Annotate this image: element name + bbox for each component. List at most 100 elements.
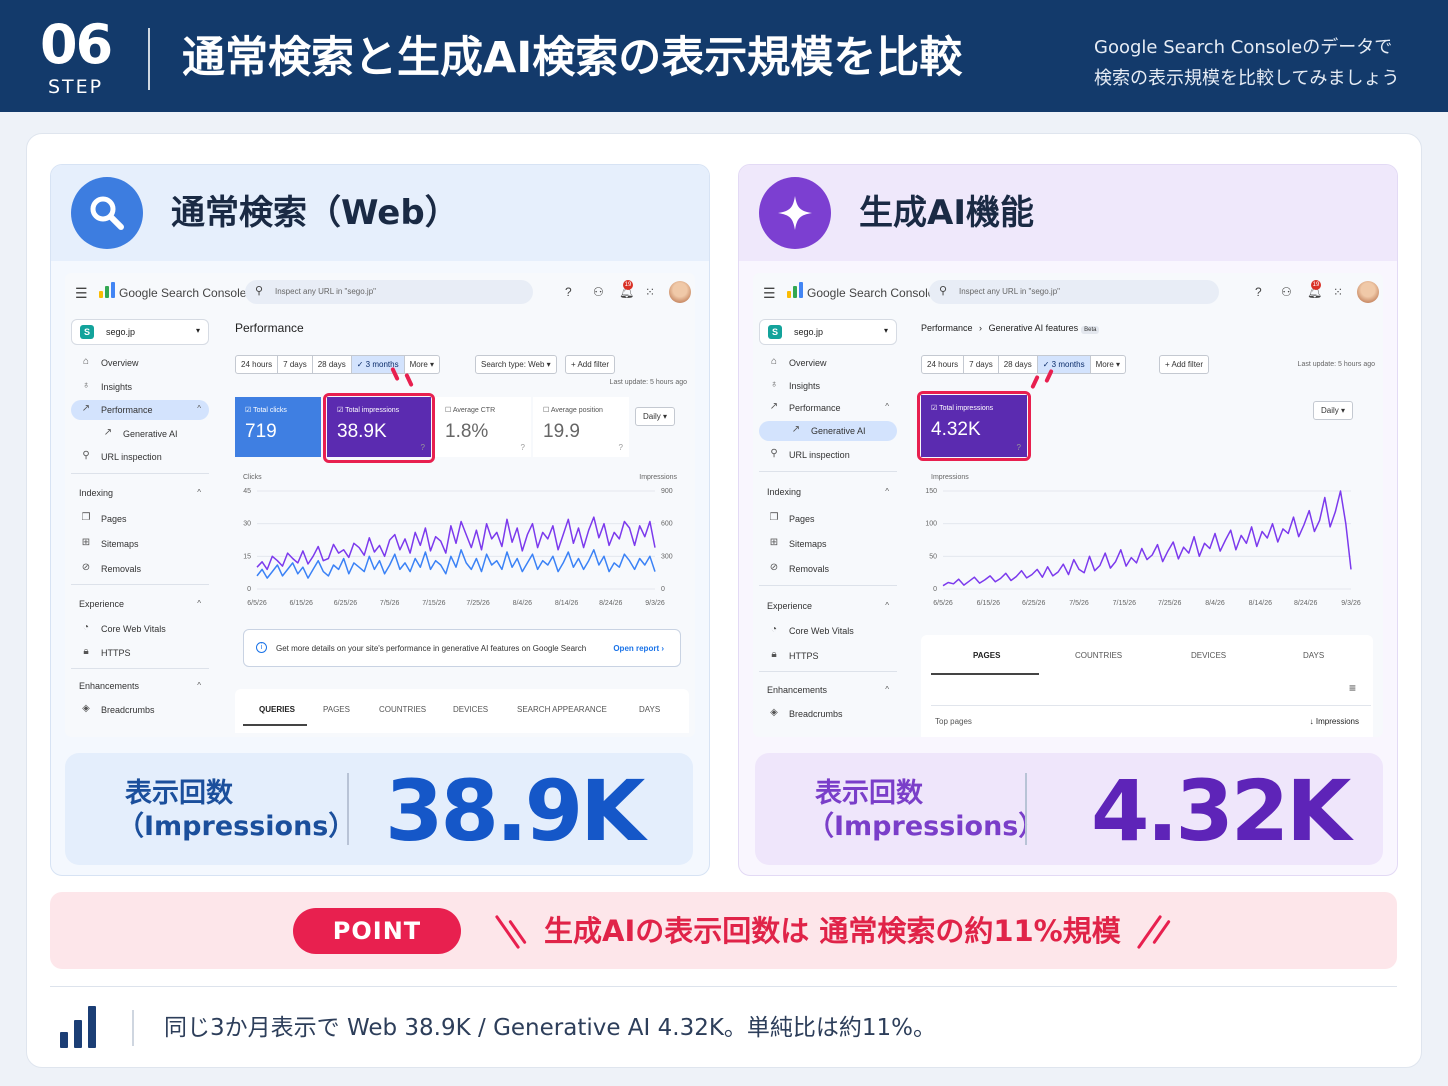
tab-pages[interactable]: PAGES [323, 705, 350, 714]
tab-queries[interactable]: QUERIES [259, 705, 296, 714]
section-experience[interactable]: Experience ^ [759, 601, 897, 611]
sidebar-item-removals[interactable]: ⊘ Removals [71, 559, 209, 579]
x-tick-label: 9/3/26 [645, 600, 665, 607]
sidebar-item-generative-ai[interactable]: ↗ Generative AI [71, 424, 209, 444]
daily-dropdown[interactable]: Daily ▾ [1313, 401, 1354, 420]
search-icon: ⚲ [939, 285, 948, 297]
section-label: Indexing [79, 488, 114, 498]
nav-label: URL inspection [789, 450, 850, 460]
chip-7-days[interactable]: 7 days [964, 355, 999, 374]
breadcrumb-root[interactable]: Performance [921, 323, 973, 333]
sidebar-item-performance[interactable]: ↗ Performance ^ [759, 398, 897, 418]
divider [71, 473, 209, 474]
tab-devices[interactable]: DEVICES [1191, 651, 1227, 660]
section-label: Enhancements [79, 681, 140, 691]
divider [71, 668, 209, 669]
subtitle-line-1: Google Search Consoleのデータで [1094, 37, 1393, 58]
step-number: 06 [40, 13, 113, 76]
tab-countries[interactable]: COUNTRIES [1075, 651, 1123, 660]
metric-label-line-2: （Impressions） [117, 811, 356, 842]
avatar[interactable] [669, 281, 691, 303]
url-inspect-search[interactable]: ⚲ Inspect any URL in "sego.jp" [929, 280, 1219, 304]
sidebar-item-performance[interactable]: ↗ Performance ^ [71, 400, 209, 420]
chip-more[interactable]: More ▾ [1090, 355, 1127, 374]
card-total-impressions[interactable]: ☑ Total impressions 38.9K? [327, 397, 431, 457]
tab-days[interactable]: DAYS [1303, 651, 1325, 660]
chip-24-hours[interactable]: 24 hours [921, 355, 965, 374]
section-indexing[interactable]: Indexing ^ [759, 487, 897, 497]
search-type-filter[interactable]: Search type: Web ▾ [475, 355, 557, 374]
section-enhancements[interactable]: Enhancements ^ [71, 681, 209, 691]
card-total-impressions[interactable]: ☑ Total impressions 4.32K? [921, 395, 1027, 457]
sidebar-item-core-web-vitals[interactable]: ◔ Core Web Vitals [759, 621, 897, 641]
sidebar-item-breadcrumbs[interactable]: ◈ Breadcrumbs [759, 704, 897, 724]
avatar[interactable] [1357, 281, 1379, 303]
sidebar-item-overview[interactable]: ⌂ Overview [71, 353, 209, 373]
sidebar-item-pages[interactable]: ❐ Pages [759, 509, 897, 529]
ai-panel-title: 生成AI機能 [859, 193, 1034, 233]
y-tick-label: 0 [247, 586, 251, 593]
section-indexing[interactable]: Indexing ^ [71, 488, 209, 498]
sidebar-item-url-inspection[interactable]: ⚲ URL inspection [759, 445, 897, 465]
chip-7-days[interactable]: 7 days [278, 355, 313, 374]
sidebar-item-pages[interactable]: ❐ Pages [71, 509, 209, 529]
chip-3-months[interactable]: ✓ 3 months [1037, 355, 1091, 374]
sitemap-icon: ⊞ [81, 537, 91, 548]
filter-icon[interactable]: ≡ [1349, 681, 1357, 695]
sidebar-item-https[interactable]: 🔒︎ HTTPS [759, 646, 897, 666]
sort-impressions-header[interactable]: ↓ Impressions [1309, 717, 1359, 726]
tab-devices[interactable]: DEVICES [453, 705, 489, 714]
x-tick-label: 6/5/26 [933, 600, 953, 607]
menu-icon[interactable]: ☰ [763, 285, 776, 301]
open-report-link[interactable]: Open report › [613, 644, 664, 653]
section-experience[interactable]: Experience ^ [71, 599, 209, 609]
sidebar-item-generative-ai[interactable]: ↗ Generative AI [759, 421, 897, 441]
chip-24-hours[interactable]: 24 hours [235, 355, 279, 374]
apps-grid-icon[interactable]: ⁙ [645, 285, 656, 299]
sidebar-item-breadcrumbs[interactable]: ◈ Breadcrumbs [71, 700, 209, 720]
card-average-ctr[interactable]: ☐ Average CTR 1.8%? [435, 397, 531, 457]
tab-pages[interactable]: PAGES [973, 651, 1001, 660]
lock-icon: 🔒︎ [83, 646, 89, 657]
tab-search-appearance[interactable]: SEARCH APPEARANCE [517, 705, 607, 714]
apps-grid-icon[interactable]: ⁙ [1333, 285, 1344, 299]
sidebar-item-insights[interactable]: ♁ Insights [759, 376, 897, 396]
daily-dropdown[interactable]: Daily ▾ [635, 407, 676, 426]
chip-28-days[interactable]: 28 days [312, 355, 352, 374]
menu-icon[interactable]: ☰ [75, 285, 88, 301]
chip-28-days[interactable]: 28 days [998, 355, 1038, 374]
trending-icon: ↗ [791, 424, 801, 435]
chip-3-months[interactable]: ✓ 3 months [351, 355, 405, 374]
help-icon[interactable]: ? [565, 285, 572, 299]
sidebar-item-core-web-vitals[interactable]: ◔ Core Web Vitals [71, 619, 209, 639]
x-tick-label: 7/5/26 [1069, 600, 1089, 607]
sidebar-item-overview[interactable]: ⌂ Overview [759, 353, 897, 373]
users-icon[interactable]: ⚇ [593, 285, 604, 299]
add-filter-button[interactable]: + Add filter [565, 355, 616, 374]
add-filter-button[interactable]: + Add filter [1159, 355, 1210, 374]
sidebar-item-insights[interactable]: ♁ Insights [71, 377, 209, 397]
gauge-icon: ◔ [770, 624, 778, 635]
property-icon: S [768, 325, 782, 339]
users-icon[interactable]: ⚇ [1281, 285, 1292, 299]
trending-icon: ↗ [103, 427, 113, 438]
card-total-clicks[interactable]: ☑ Total clicks 719 [235, 397, 321, 457]
sidebar-item-url-inspection[interactable]: ⚲ URL inspection [71, 447, 209, 467]
sidebar-item-sitemaps[interactable]: ⊞ Sitemaps [759, 534, 897, 554]
url-inspect-search[interactable]: ⚲ Inspect any URL in "sego.jp" [245, 280, 533, 304]
help-icon[interactable]: ? [1255, 285, 1262, 299]
chip-more[interactable]: More ▾ [404, 355, 441, 374]
web-panel: 通常検索（Web） ☰ Google Search Console ⚲ Inspe… [50, 164, 710, 876]
card-label-text: Total impressions [939, 405, 994, 412]
card-average-position[interactable]: ☐ Average position 19.9? [533, 397, 629, 457]
tab-days[interactable]: DAYS [639, 705, 661, 714]
section-enhancements[interactable]: Enhancements ^ [759, 685, 897, 695]
tab-countries[interactable]: COUNTRIES [379, 705, 427, 714]
sidebar-item-removals[interactable]: ⊘ Removals [759, 559, 897, 579]
sidebar-item-sitemaps[interactable]: ⊞ Sitemaps [71, 534, 209, 554]
point-banner: POINT 生成AIの表示回数は 通常検索の約11%規模 [50, 892, 1397, 969]
sidebar-item-https[interactable]: 🔒︎ HTTPS [71, 643, 209, 663]
x-tick-label: 9/3/26 [1341, 600, 1361, 607]
